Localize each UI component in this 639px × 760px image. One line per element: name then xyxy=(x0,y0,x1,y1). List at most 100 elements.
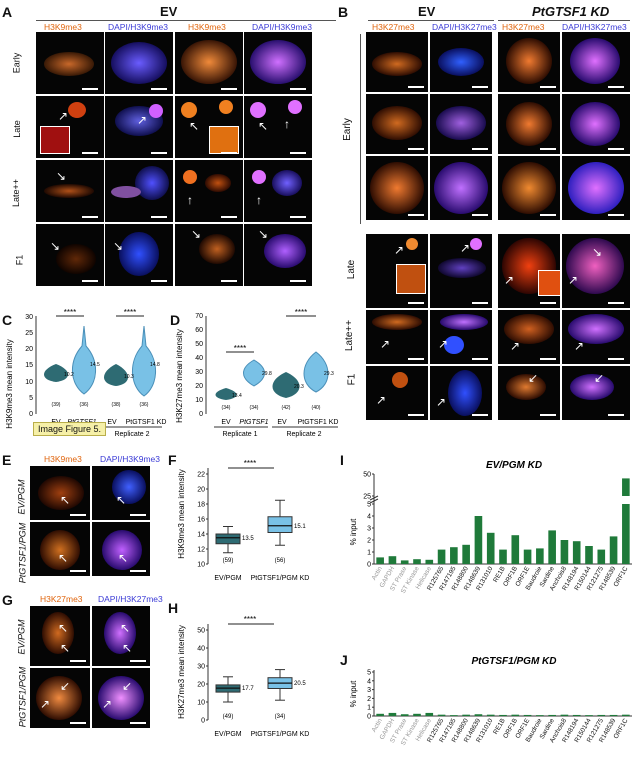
panel-e-row-2: PtGTSF1/PGM xyxy=(17,522,28,584)
panel-b-image-r6c2: ↗ xyxy=(430,366,492,420)
panel-c-xcat-4: PtGTSF1 KD xyxy=(126,419,167,426)
panel-i-bar xyxy=(462,544,470,564)
panel-j-bar xyxy=(462,714,470,716)
panel-i-bar xyxy=(548,530,556,564)
panel-i-bar xyxy=(622,504,630,564)
panel-b-image-r6c1: ↗ xyxy=(366,366,428,420)
panel-h-ylabel: H3K27me3 mean intensity xyxy=(177,625,186,719)
panel-b-image-r5c3: ↗ xyxy=(498,310,560,364)
panel-label-g: G xyxy=(2,592,13,608)
panel-i-bar xyxy=(560,540,569,564)
panel-b-image-r1c3 xyxy=(498,32,560,92)
panel-c-ytick: 25 xyxy=(25,330,33,337)
panel-d-xcat-3: EV xyxy=(277,419,287,426)
panel-f-ytick: 10 xyxy=(197,562,205,569)
panel-i-bar xyxy=(523,549,532,564)
panel-b-header-1: H3K27me3 xyxy=(372,22,415,32)
panel-d-violin-1 xyxy=(215,388,237,400)
panel-c-violin-4 xyxy=(132,325,156,397)
panel-j-ytick: 1 xyxy=(367,705,371,712)
panel-h-chart: H3K27me3 mean intensity **** EV/PGM PtGT… xyxy=(177,616,309,738)
panel-b-image-r1c4 xyxy=(562,32,630,92)
panel-f-median-label: 15.1 xyxy=(294,524,306,530)
panel-h-ytick: 40 xyxy=(197,646,205,653)
panel-d-n-3: (42) xyxy=(282,405,291,411)
panel-d-xcat-1: EV xyxy=(221,419,231,426)
panel-b-image-r1c2 xyxy=(430,32,492,92)
panel-d-ytick: 50 xyxy=(195,341,203,348)
panel-a-row-late-plus: Late++ xyxy=(11,178,22,208)
panel-b-image-r3c2 xyxy=(430,156,492,220)
panel-i-ytick: 4 xyxy=(367,514,371,521)
panel-label-d: D xyxy=(170,312,181,328)
panel-b-image-r3c4 xyxy=(562,156,630,220)
panel-a-image-r1c1 xyxy=(36,32,104,94)
panel-f-ylabel: H3K9me3 mean intensity xyxy=(177,469,186,558)
panel-h-n-label: (34) xyxy=(275,714,286,720)
panel-d-median-4: 29.3 xyxy=(324,371,334,377)
panel-a-image-r3c3: ↑ xyxy=(175,160,243,222)
panel-i-ytick: 50 xyxy=(363,472,371,479)
panel-c-n-1: (39) xyxy=(52,402,61,408)
panel-f-box xyxy=(267,516,293,533)
panel-d-ytick: 20 xyxy=(195,383,203,390)
panel-c-violin-1 xyxy=(44,364,68,382)
panel-a-image-r2c3: ↖ xyxy=(175,96,243,158)
panel-g-header-2: DAPI/H3K27me3 xyxy=(98,594,163,604)
panel-d-sig-1: **** xyxy=(234,344,246,353)
panel-a-header-3: H3K9me3 xyxy=(188,22,226,32)
panel-a-image-r2c4: ↖ ↑ xyxy=(244,96,312,158)
panel-d-ytick: 70 xyxy=(195,313,203,320)
panel-j-bar xyxy=(474,714,483,716)
panel-e-image-r1c1: ↖ xyxy=(30,466,90,520)
panel-i-bar xyxy=(450,547,458,564)
panel-a-group-underline xyxy=(36,20,336,21)
panel-g-row-1: EV/PGM xyxy=(16,619,27,655)
panel-d-ytick: 40 xyxy=(195,355,203,362)
panel-j-bar xyxy=(388,712,397,716)
panel-i-title: EV/PGM KD xyxy=(486,460,542,471)
panel-b-image-r4c3: ↗ xyxy=(498,234,560,308)
panel-i-bar xyxy=(597,549,606,564)
panel-label-b: B xyxy=(338,4,349,20)
panel-i-bar xyxy=(511,535,520,564)
panel-a-image-r1c4 xyxy=(244,32,312,94)
panel-i-ytick: 5 xyxy=(367,502,371,509)
panel-h-ytick: 10 xyxy=(197,700,205,707)
panel-i-ytick: 3 xyxy=(367,526,371,533)
panel-d-xcat-4: PtGTSF1 KD xyxy=(298,419,339,426)
panel-i-bar xyxy=(400,560,409,564)
panel-b-image-r2c3 xyxy=(498,94,560,154)
panel-d-chart: H3K27me3 mean intensity 0 10 20 30 40 50… xyxy=(175,308,339,438)
tooltip: Image Figure 5. xyxy=(33,422,107,436)
panel-b-image-r1c1 xyxy=(366,32,428,92)
panel-b-image-r6c4: ↙ xyxy=(562,366,630,420)
panel-label-a: A xyxy=(2,4,13,20)
panel-b-image-r6c3: ↙ xyxy=(498,366,560,420)
panel-c-sig-2: **** xyxy=(124,308,136,317)
panel-b-row-early: Early xyxy=(341,118,353,141)
panel-e-header-1: H3K9me3 xyxy=(44,454,82,464)
panel-e-header-2: DAPI/H3K9me3 xyxy=(100,454,160,464)
panel-c-ylabel: H3K9me3 mean intensity xyxy=(5,339,14,428)
panel-f-n-label: (56) xyxy=(275,558,286,564)
panel-c-median-2: 14.5 xyxy=(90,362,100,368)
panel-d-violin-3 xyxy=(272,372,300,398)
panel-h-xcat-1: EV/PGM xyxy=(214,731,241,738)
panel-d-median-2: 29.8 xyxy=(262,371,272,377)
panel-f-median-label: 13.5 xyxy=(242,536,254,542)
panel-e-image-r1c2: ↖ xyxy=(92,466,150,520)
panel-f-xcat-2: PtGTSF1/PGM KD xyxy=(251,575,310,582)
panel-i-ytick: 1 xyxy=(367,550,371,557)
panel-i-bar xyxy=(413,559,421,564)
panel-label-i: I xyxy=(340,452,344,468)
panel-a-row-f1: F1 xyxy=(14,254,25,266)
panel-f-ytick: 16 xyxy=(197,517,205,524)
panel-g-image-r2c2: ↗ ↙ xyxy=(92,668,150,728)
panel-c-replicate-2: Replicate 2 xyxy=(114,431,149,438)
panel-b-kd-underline xyxy=(498,20,630,21)
panel-a-image-r3c4: ↑ xyxy=(244,160,312,222)
panel-a-group-title: EV xyxy=(160,4,178,19)
panel-a-image-r1c2 xyxy=(105,32,173,94)
panel-d-median-1: 13.4 xyxy=(232,393,242,399)
